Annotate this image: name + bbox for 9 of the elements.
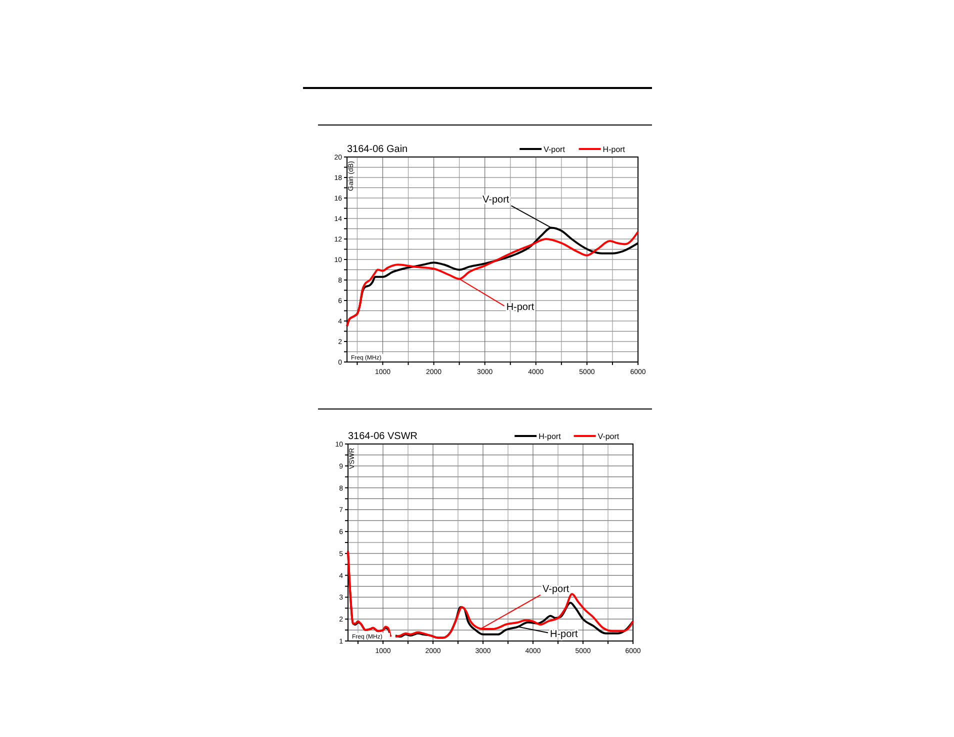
legend-label: H-port [538, 432, 562, 441]
annotation: H-port [550, 628, 578, 640]
legend-label: H-port [602, 145, 626, 154]
chart-title: 3164-06 Gain [347, 144, 408, 155]
legend-label: V-port [544, 145, 566, 154]
annotation: V-port [542, 584, 570, 595]
legend-label: V-port [598, 432, 620, 441]
annotation: H-port [506, 302, 534, 313]
chart-title: 3164-06 VSWR [348, 431, 418, 442]
